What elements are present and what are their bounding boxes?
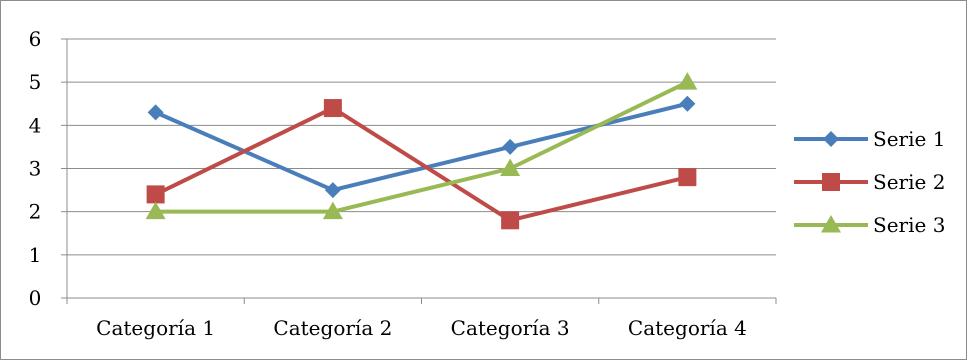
data-point [501, 211, 520, 230]
legend-item: Serie 1 [794, 127, 945, 151]
data-point [502, 138, 519, 155]
x-category-label: Categoría 3 [451, 316, 570, 340]
legend-marker [823, 131, 839, 147]
series-2 [146, 99, 697, 230]
data-point [146, 185, 165, 204]
y-tick-label: 4 [29, 113, 42, 137]
x-category-label: Categoría 1 [96, 316, 215, 340]
legend-label: Serie 2 [873, 170, 945, 194]
y-tick-label: 2 [29, 200, 42, 224]
legend-label: Serie 3 [873, 213, 945, 237]
data-point [679, 95, 696, 112]
series-lines [145, 72, 698, 230]
x-category-label: Categoría 2 [273, 316, 392, 340]
x-category-label: Categoría 4 [628, 316, 747, 340]
series-line [153, 106, 690, 223]
legend-marker [821, 215, 841, 233]
axes [61, 38, 777, 304]
y-tick-label: 6 [29, 27, 42, 51]
series-line [153, 101, 690, 193]
data-point [322, 201, 343, 220]
data-point [678, 168, 697, 187]
data-point [677, 72, 698, 90]
series-1 [147, 95, 696, 199]
y-tick-label: 5 [29, 70, 42, 94]
legend-label: Serie 1 [873, 127, 945, 151]
y-tick-label: 0 [29, 286, 42, 310]
data-point [323, 99, 342, 118]
data-point [500, 158, 521, 176]
axis-labels: 0 1 2 3 4 5 6 Categoría 1 Categoría 2 Categoría 3… [29, 27, 747, 340]
legend-item: Serie 2 [794, 170, 945, 194]
y-tick-label: 3 [29, 157, 42, 181]
series-line [153, 80, 690, 214]
series-3 [145, 72, 698, 220]
gridlines [67, 38, 776, 256]
legend: Serie 1 Serie 2 Serie 3 [794, 127, 945, 237]
data-point [324, 182, 341, 199]
data-point [147, 104, 164, 121]
legend-item: Serie 3 [794, 213, 945, 237]
data-point [145, 201, 166, 220]
legend-marker [822, 173, 840, 191]
y-tick-label: 1 [29, 243, 42, 267]
